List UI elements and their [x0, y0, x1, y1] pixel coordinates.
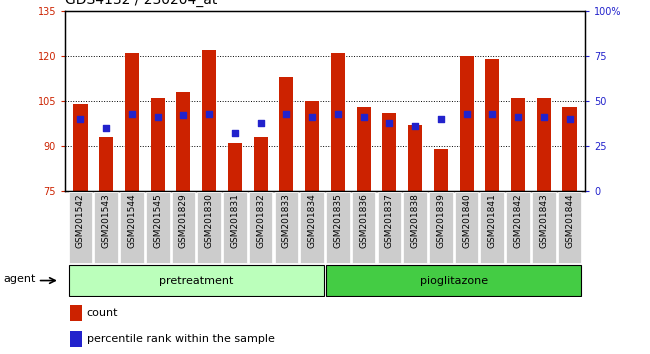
Point	[564, 116, 575, 122]
Bar	[305, 101, 319, 191]
Text: GSM201832: GSM201832	[256, 193, 265, 248]
Bar	[429, 192, 452, 263]
Point	[75, 116, 86, 122]
Bar	[227, 143, 242, 191]
Point	[153, 114, 163, 120]
Text: GSM201544: GSM201544	[127, 193, 136, 248]
Text: GSM201840: GSM201840	[462, 193, 471, 248]
Point	[410, 123, 421, 129]
Text: pretreatment: pretreatment	[159, 275, 233, 286]
Text: GSM201542: GSM201542	[76, 193, 85, 248]
Text: GSM201843: GSM201843	[540, 193, 549, 248]
Bar	[176, 92, 190, 191]
Bar	[460, 56, 474, 191]
Bar	[352, 192, 376, 263]
Bar	[254, 137, 268, 191]
Point	[101, 125, 111, 131]
Bar	[151, 98, 164, 191]
Text: GSM201844: GSM201844	[565, 193, 574, 248]
Text: GSM201829: GSM201829	[179, 193, 188, 248]
Bar	[331, 53, 345, 191]
Bar	[506, 192, 530, 263]
Point	[462, 111, 472, 116]
Point	[281, 111, 292, 116]
Bar	[326, 192, 350, 263]
Bar	[300, 192, 324, 263]
Point	[255, 120, 266, 125]
Bar	[94, 192, 118, 263]
Text: count: count	[87, 308, 118, 318]
Text: GSM201830: GSM201830	[205, 193, 214, 248]
Point	[384, 120, 395, 125]
Point	[204, 111, 214, 116]
Point	[487, 111, 497, 116]
Point	[178, 113, 188, 118]
Point	[513, 114, 523, 120]
Bar	[120, 192, 144, 263]
Bar	[434, 149, 448, 191]
Bar	[249, 192, 272, 263]
Text: GSM201842: GSM201842	[514, 193, 523, 248]
Text: percentile rank within the sample: percentile rank within the sample	[87, 334, 275, 344]
Bar	[357, 107, 370, 191]
Bar	[382, 113, 396, 191]
Bar	[326, 266, 581, 296]
Bar	[172, 192, 195, 263]
Bar	[69, 266, 324, 296]
Text: GSM201839: GSM201839	[436, 193, 445, 248]
Text: GSM201831: GSM201831	[230, 193, 239, 248]
Text: agent: agent	[3, 274, 36, 284]
Bar	[70, 331, 82, 347]
Text: pioglitazone: pioglitazone	[420, 275, 488, 286]
Text: GSM201841: GSM201841	[488, 193, 497, 248]
Text: GSM201835: GSM201835	[333, 193, 343, 248]
Bar	[223, 192, 247, 263]
Bar	[198, 192, 221, 263]
Point	[333, 111, 343, 116]
Text: GSM201833: GSM201833	[282, 193, 291, 248]
Bar	[70, 305, 82, 321]
Bar	[532, 192, 556, 263]
Point	[307, 114, 317, 120]
Bar	[480, 192, 504, 263]
Bar	[274, 192, 298, 263]
Text: GSM201837: GSM201837	[385, 193, 394, 248]
Bar	[486, 59, 499, 191]
Bar	[69, 192, 92, 263]
Text: GSM201836: GSM201836	[359, 193, 368, 248]
Point	[436, 116, 446, 122]
Bar	[537, 98, 551, 191]
Bar	[146, 192, 170, 263]
Point	[539, 114, 549, 120]
Bar	[280, 77, 293, 191]
Point	[358, 114, 369, 120]
Bar	[558, 192, 581, 263]
Text: GSM201543: GSM201543	[101, 193, 111, 248]
Bar	[99, 137, 113, 191]
Text: GSM201545: GSM201545	[153, 193, 162, 248]
Bar	[202, 50, 216, 191]
Bar	[408, 125, 422, 191]
Point	[127, 111, 137, 116]
Bar	[455, 192, 478, 263]
Bar	[403, 192, 427, 263]
Bar	[125, 53, 139, 191]
Point	[229, 131, 240, 136]
Bar	[562, 107, 577, 191]
Text: GDS4132 / 230204_at: GDS4132 / 230204_at	[65, 0, 217, 7]
Text: GSM201834: GSM201834	[307, 193, 317, 248]
Bar	[511, 98, 525, 191]
Bar	[73, 104, 88, 191]
Bar	[378, 192, 401, 263]
Text: GSM201838: GSM201838	[411, 193, 420, 248]
